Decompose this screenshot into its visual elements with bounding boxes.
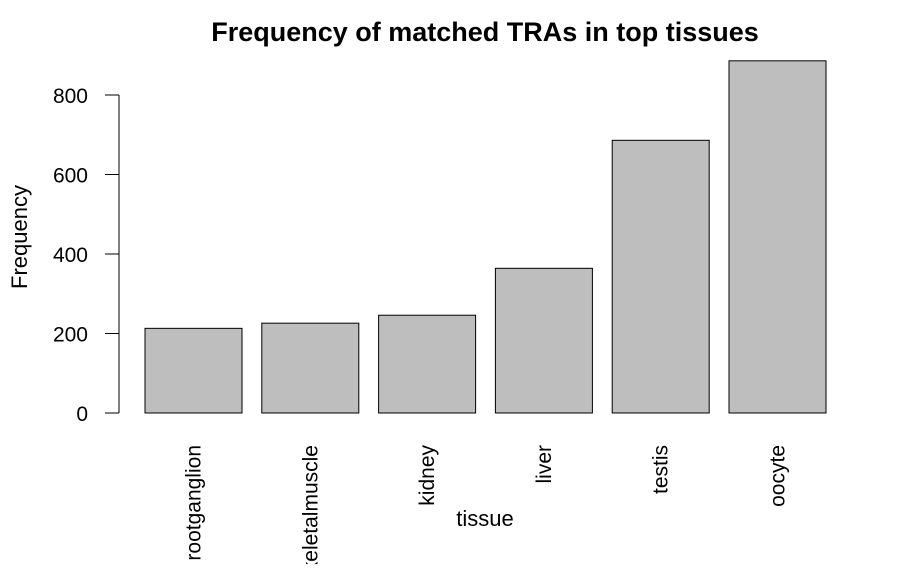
category-labels-group: rootganglion skeletalmuscle kidney liver tes… (183, 445, 790, 569)
bar-rootganglion (144, 327, 243, 414)
y-tick-label: 0 (76, 403, 88, 426)
bar-skeletalmuscle (261, 322, 360, 414)
bar-kidney (378, 314, 477, 414)
bar-testis (611, 139, 710, 414)
bar-oocyte (728, 60, 827, 414)
y-tick-label: 200 (53, 324, 88, 347)
chart-title: Frequency of matched TRAs in top tissues (211, 17, 759, 47)
y-axis-label: Frequency (7, 185, 32, 289)
y-axis: 0 200 400 600 800 (53, 85, 120, 426)
x-tick-label-oocyte: oocyte (767, 445, 790, 507)
x-tick-label-liver: liver (533, 445, 556, 484)
bar-liver (494, 267, 593, 414)
bars-group (144, 60, 827, 414)
y-tick-label: 600 (53, 165, 88, 188)
x-axis-label: tissue (456, 506, 513, 531)
x-tick-label-rootganglion: rootganglion (183, 445, 206, 561)
x-tick-label-kidney: kidney (416, 445, 439, 506)
y-tick-label: 800 (53, 85, 88, 108)
x-tick-label-skeletalmuscle: skeletalmuscle (299, 445, 322, 564)
y-tick-label: 400 (53, 244, 88, 267)
x-tick-label-testis: testis (650, 445, 673, 494)
